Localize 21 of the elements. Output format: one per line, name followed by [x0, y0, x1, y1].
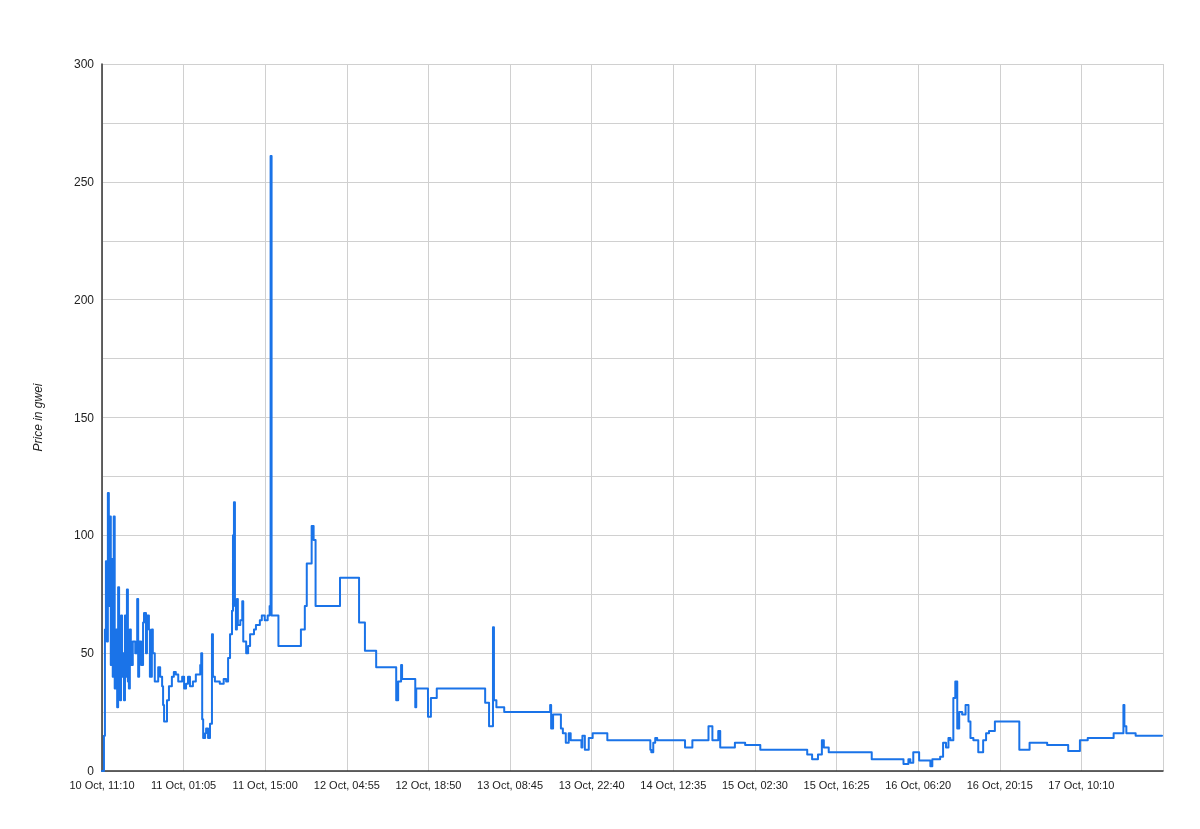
y-tick-label: 150 — [73, 410, 95, 425]
y-tick-label: 300 — [73, 57, 95, 71]
x-tick-label: 17 Oct, 10:10 — [1048, 778, 1115, 791]
y-tick-label: 0 — [87, 764, 95, 778]
x-tick-label: 16 Oct, 06:20 — [885, 778, 952, 791]
x-tick-label: 11 Oct, 01:05 — [151, 778, 217, 791]
y-tick-label: 250 — [73, 174, 95, 189]
x-tick-label: 13 Oct, 08:45 — [477, 778, 544, 791]
x-tick-label: 12 Oct, 04:55 — [313, 778, 380, 791]
x-tick-label: 10 Oct, 11:10 — [69, 778, 135, 791]
x-tick-label: 12 Oct, 18:50 — [395, 778, 462, 791]
x-tick-label: 13 Oct, 22:40 — [558, 778, 625, 791]
x-tick-label: 15 Oct, 16:25 — [803, 778, 870, 791]
x-tick-label: 11 Oct, 15:00 — [232, 778, 298, 791]
x-tick-label: 16 Oct, 20:15 — [966, 778, 1033, 791]
y-tick-label: 200 — [73, 292, 95, 307]
x-tick-label: 14 Oct, 12:35 — [640, 778, 707, 791]
x-tick-label: 15 Oct, 02:30 — [721, 778, 788, 791]
y-axis-title: Price in gwei — [31, 383, 45, 452]
y-tick-label: 100 — [73, 528, 95, 543]
y-tick-label: 50 — [80, 646, 95, 661]
